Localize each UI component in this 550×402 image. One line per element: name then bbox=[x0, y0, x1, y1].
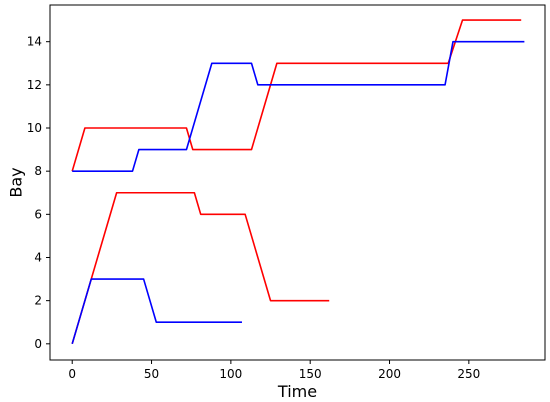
series-line-3 bbox=[71, 191, 330, 345]
y-tick-label: 6 bbox=[34, 207, 42, 221]
y-tick-label: 10 bbox=[27, 121, 42, 135]
y-tick-label: 2 bbox=[34, 294, 42, 308]
y-tick-label: 4 bbox=[34, 250, 42, 264]
y-tick-label: 14 bbox=[27, 35, 42, 49]
plot-frame bbox=[49, 4, 546, 361]
x-tick-label: 50 bbox=[144, 367, 159, 381]
x-tick-label: 200 bbox=[378, 367, 401, 381]
x-axis-label: Time bbox=[277, 382, 317, 401]
series-line-1 bbox=[71, 19, 522, 172]
x-axis: 0 50 100 150 200 250 bbox=[68, 360, 480, 381]
x-tick-label: 150 bbox=[299, 367, 322, 381]
y-axis-label: Bay bbox=[7, 167, 26, 197]
y-tick-label: 8 bbox=[34, 164, 42, 178]
x-tick-label: 100 bbox=[219, 367, 242, 381]
series-line-4 bbox=[71, 278, 242, 345]
x-tick-label: 0 bbox=[68, 367, 76, 381]
x-tick-label: 250 bbox=[457, 367, 480, 381]
y-tick-label: 0 bbox=[34, 337, 42, 351]
y-tick-label: 12 bbox=[27, 78, 42, 92]
series-line-2 bbox=[72, 40, 525, 172]
series-layer bbox=[71, 19, 525, 345]
y-axis: 0 2 4 6 8 10 12 14 bbox=[27, 35, 50, 351]
